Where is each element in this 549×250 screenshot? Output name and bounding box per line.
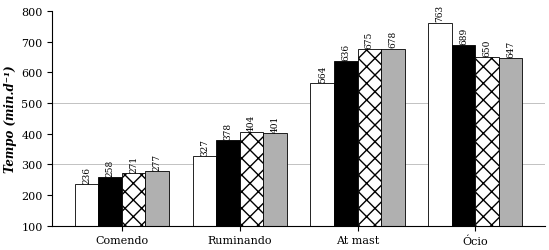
Bar <box>310 84 334 226</box>
Bar <box>334 62 357 226</box>
Bar <box>145 172 169 226</box>
Bar <box>264 134 287 226</box>
Text: 678: 678 <box>388 31 397 48</box>
Bar <box>122 174 145 226</box>
Text: 277: 277 <box>153 154 162 170</box>
Bar <box>98 178 122 226</box>
Text: 689: 689 <box>459 28 468 45</box>
Bar <box>428 24 452 226</box>
Text: 675: 675 <box>365 32 374 49</box>
Text: 378: 378 <box>223 122 232 140</box>
Bar <box>240 133 264 226</box>
Bar <box>381 49 405 226</box>
Text: 650: 650 <box>483 39 491 57</box>
Text: 763: 763 <box>435 5 445 22</box>
Text: 327: 327 <box>200 138 209 155</box>
Text: 271: 271 <box>129 155 138 172</box>
Bar <box>357 50 381 226</box>
Text: 404: 404 <box>247 114 256 132</box>
Bar <box>193 156 216 226</box>
Text: 647: 647 <box>506 40 515 58</box>
Text: 258: 258 <box>105 159 115 176</box>
Text: 636: 636 <box>341 44 350 61</box>
Text: 564: 564 <box>318 66 327 83</box>
Text: 236: 236 <box>82 166 91 183</box>
Bar <box>75 184 98 226</box>
Bar <box>475 58 499 226</box>
Bar <box>499 59 523 226</box>
Text: 401: 401 <box>271 116 279 133</box>
Bar <box>216 141 240 226</box>
Bar <box>452 46 475 226</box>
Y-axis label: Tempo (min.d⁻¹): Tempo (min.d⁻¹) <box>4 65 17 172</box>
